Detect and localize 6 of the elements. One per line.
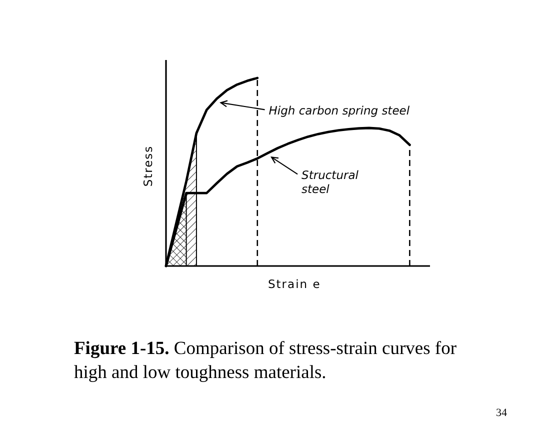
legend-label: High carbon spring steel	[268, 104, 410, 118]
text: Structural steel	[302, 168, 360, 196]
text: Figure 1-15. Comparison of stress-strain curves for high and low toughness materials.	[74, 339, 456, 383]
text: 34	[496, 407, 508, 419]
y-axis-title: Stress	[141, 145, 155, 187]
x-axis-title: Strain e	[268, 277, 321, 291]
